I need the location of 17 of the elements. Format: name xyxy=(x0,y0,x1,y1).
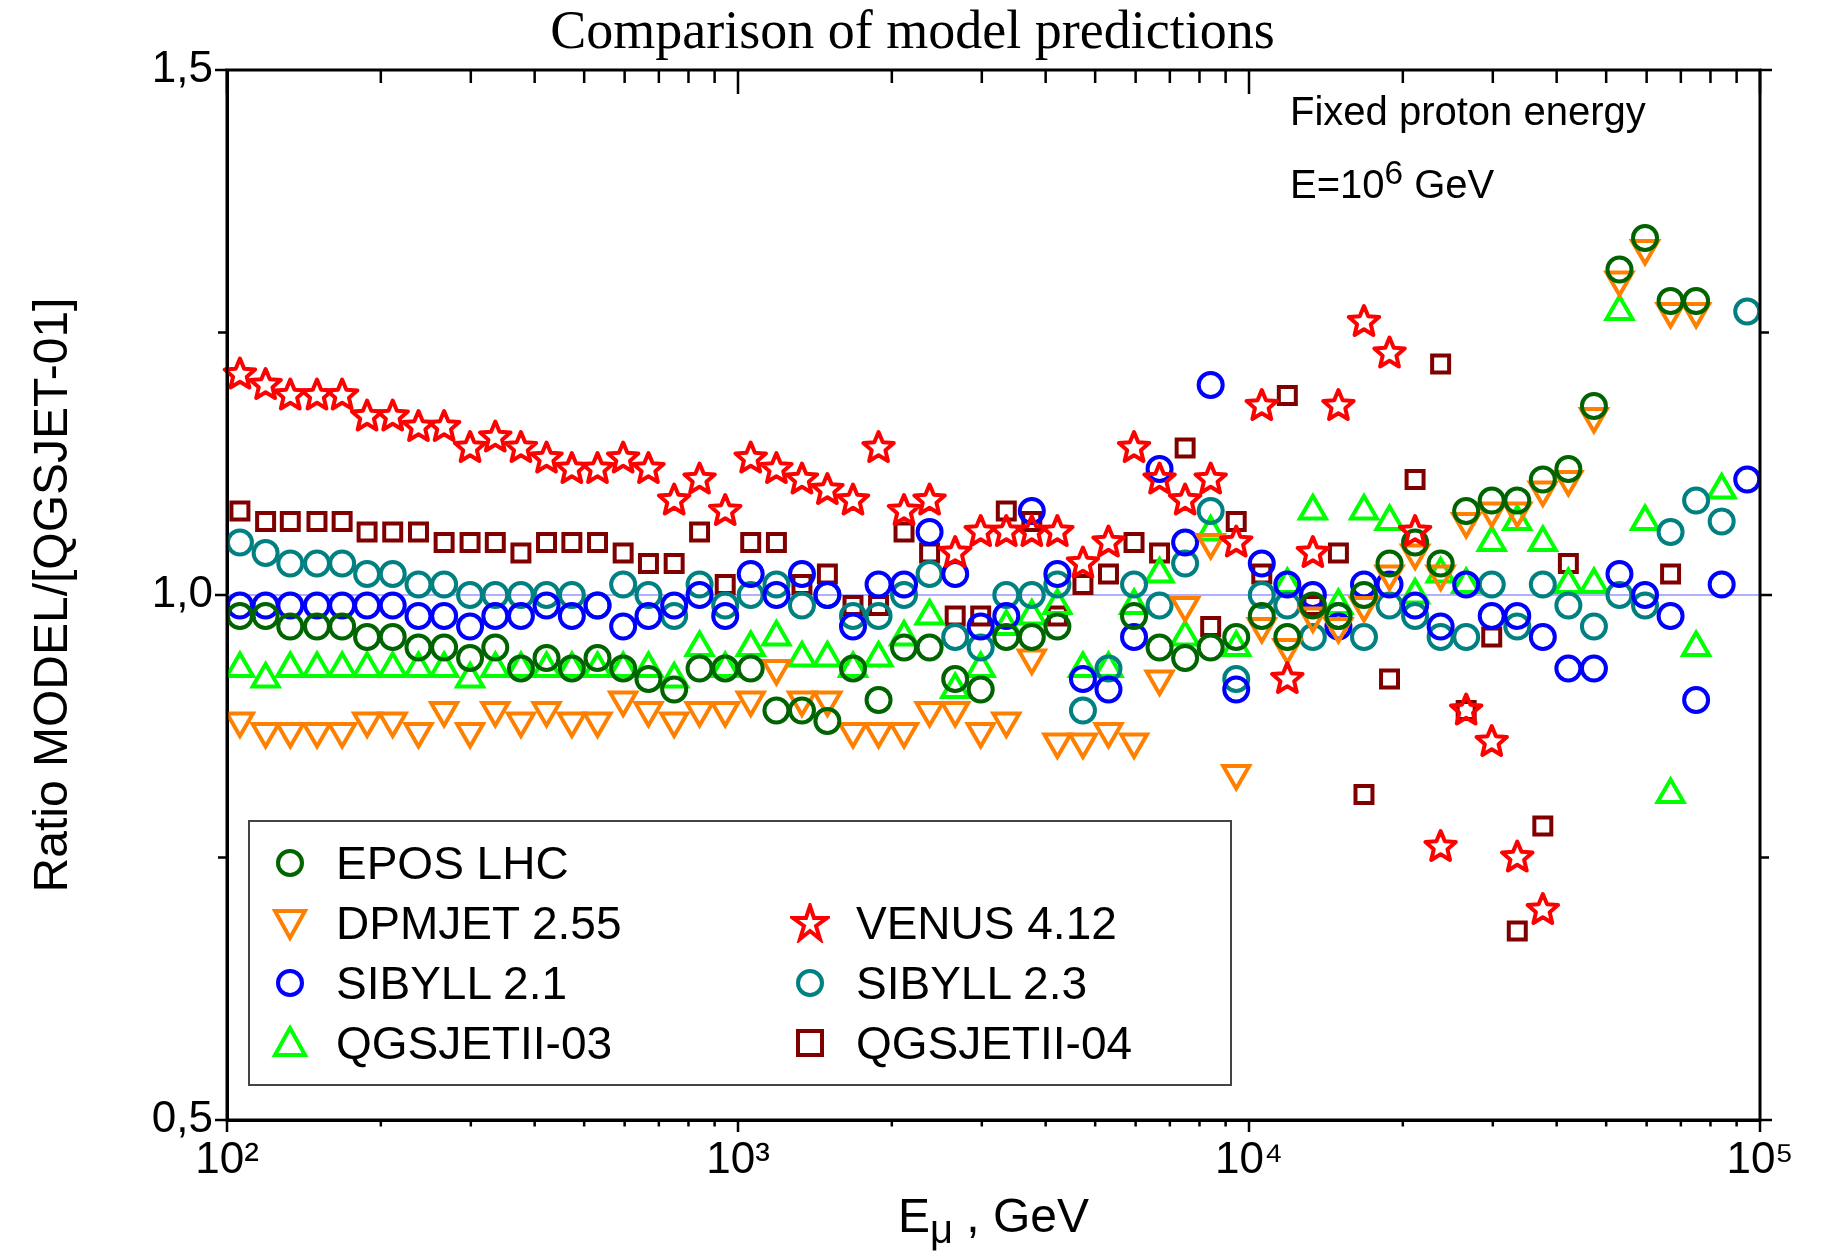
chart-title: Comparison of model predictions xyxy=(550,0,1275,60)
x-axis-title: E$_{μ}$ , GeV xyxy=(897,1188,1090,1252)
legend-label: SIBYLL 2.1 xyxy=(336,956,568,1010)
y-axis-title: Ratio MODEL/[QGSJET-01] xyxy=(22,297,78,893)
annotation: E=10$^{6}$ GeV xyxy=(1290,153,1496,209)
legend-label: VENUS 4.12 xyxy=(856,896,1117,950)
y-tick-label: 1,5 xyxy=(151,42,213,92)
x-tick-label: 10⁴ xyxy=(1215,1132,1283,1182)
legend-label: EPOS LHC xyxy=(336,836,569,890)
legend-label: SIBYLL 2.3 xyxy=(856,956,1088,1010)
legend-label: QGSJETII-03 xyxy=(336,1016,613,1070)
legend-label: DPMJET 2.55 xyxy=(336,896,622,950)
y-tick-label: 1,0 xyxy=(151,567,213,617)
annotation: Fixed proton energy xyxy=(1290,88,1646,135)
legend-label: QGSJETII-04 xyxy=(856,1016,1133,1070)
x-tick-label: 10⁵ xyxy=(1726,1132,1794,1182)
x-tick-label: 10³ xyxy=(706,1132,770,1182)
